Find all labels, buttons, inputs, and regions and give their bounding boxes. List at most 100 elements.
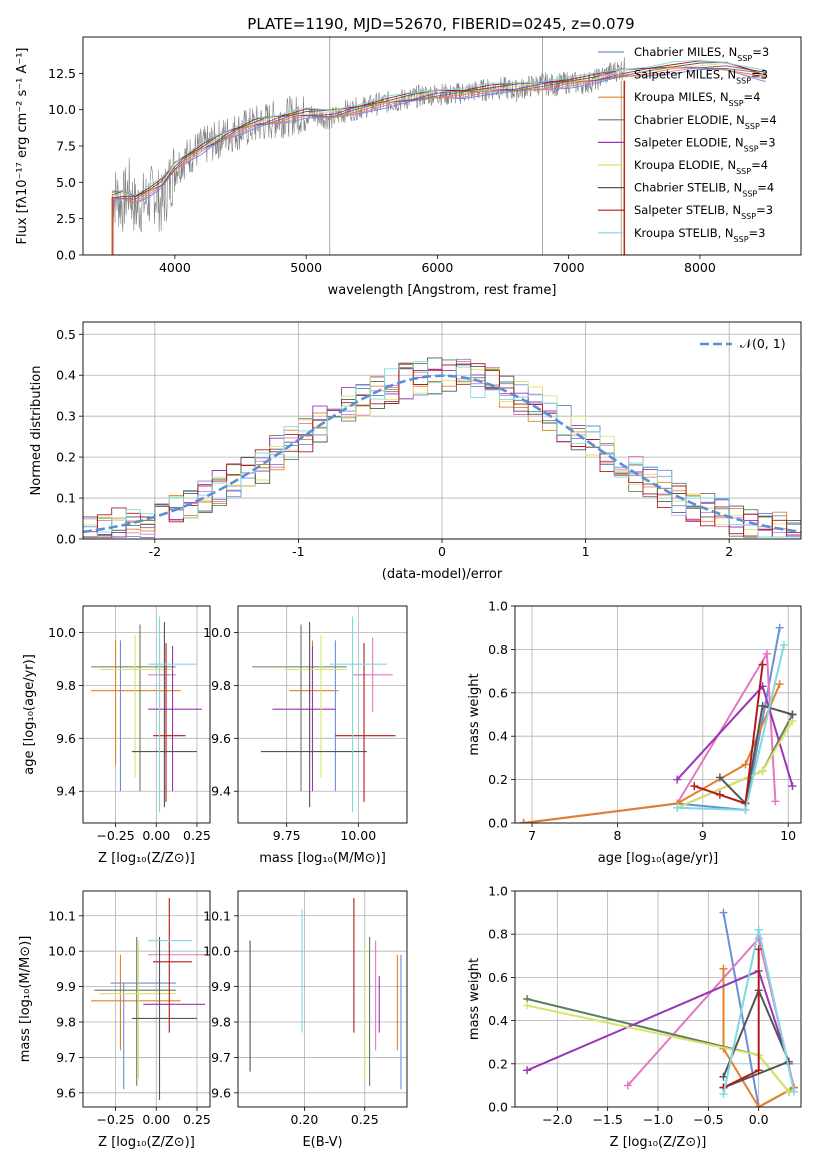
y-tick-label: 0.0 xyxy=(56,248,76,263)
y-tick-label: 9.6 xyxy=(211,1085,231,1100)
y-tick-label: 10.0 xyxy=(48,102,76,117)
legend-label-kroupa_stelib: Kroupa STELIB, NSSP=3 xyxy=(634,226,765,244)
axes-frame xyxy=(237,605,408,824)
legend: Chabrier MILES, NSSP=3 Salpeter MILES, NS… xyxy=(598,45,777,243)
legend-label-chabrier_miles: Chabrier MILES, NSSP=3 xyxy=(634,45,769,63)
model-spectrum-chabrier_elodie xyxy=(111,66,766,200)
y-tick-label: 10.1 xyxy=(48,908,76,923)
y-axis-label: age [log₁₀(age/yr)] xyxy=(22,654,37,775)
y-tick-label: 9.7 xyxy=(211,1050,231,1065)
y-tick-label: 0.0 xyxy=(488,1100,508,1115)
x-axis-label: Z [log₁₀(Z/Z⊙)] xyxy=(98,851,195,866)
y-axis-label: mass weight xyxy=(467,673,482,755)
x-axis-label: mass [log₁₀(M/M⊙)] xyxy=(259,851,386,866)
y-tick-label: 9.9 xyxy=(56,979,76,994)
y-tick-label: 7.5 xyxy=(56,139,76,154)
y-tick-label: 9.8 xyxy=(211,678,231,693)
y-tick-label: 1.0 xyxy=(488,884,508,899)
x-tick-label: 8 xyxy=(613,828,621,843)
plot-area xyxy=(252,616,396,813)
x-tick-label: 10.00 xyxy=(340,828,376,843)
y-tick-label: 9.6 xyxy=(211,731,231,746)
weight-marker-chabrier_stelib xyxy=(758,701,767,710)
y-tick-label: 9.8 xyxy=(56,678,76,693)
weight-marker-salpeter_stelib xyxy=(715,790,724,799)
y-tick-label: 2.5 xyxy=(56,211,76,226)
panel-mass_vs_EBV: 0.20 0.25 9.6 9.7 9.8 9.9 10.0 10.1 E(B-V) xyxy=(203,890,408,1150)
weight-line-salpeter_miles xyxy=(523,650,777,823)
x-tick-label: 0.00 xyxy=(142,828,170,843)
x-tick-label: 0.20 xyxy=(290,1112,318,1127)
data-spectrum-line xyxy=(111,57,628,233)
x-tick-label: 9 xyxy=(699,828,707,843)
y-tick-label: 0.3 xyxy=(56,409,76,424)
x-axis-label: E(B-V) xyxy=(302,1135,342,1150)
weight-marker-kroupa_miles xyxy=(775,680,784,689)
axes-frame xyxy=(514,605,802,824)
legend: 𝒩(0, 1) xyxy=(700,336,786,351)
weight-marker-kroupa_stelib xyxy=(673,803,682,812)
y-tick-label: 0.6 xyxy=(488,970,508,985)
weight-marker-chabrier_stelib xyxy=(715,773,724,782)
histogram-kroupa_stelib xyxy=(83,361,801,539)
y-tick-label: 9.6 xyxy=(56,1085,76,1100)
weight-marker-salpeter_elodie xyxy=(673,775,682,784)
x-tick-label: 2 xyxy=(725,544,733,559)
histogram-salpeter_stelib xyxy=(83,363,801,538)
weight-marker-kroupa_elodie xyxy=(758,766,767,775)
y-tick-label: 9.7 xyxy=(56,1050,76,1065)
weight-marker-salpeter_miles xyxy=(623,1081,632,1090)
x-tick-label: 5000 xyxy=(290,260,322,275)
y-tick-label: 0.4 xyxy=(56,368,76,383)
x-tick-label: 6000 xyxy=(421,260,453,275)
y-tick-label: 0.6 xyxy=(488,685,508,700)
x-tick-label: 4000 xyxy=(159,260,191,275)
weight-marker-kroupa_miles xyxy=(519,819,528,823)
x-tick-label: 7 xyxy=(528,828,536,843)
y-tick-label: 1.0 xyxy=(488,599,508,614)
x-tick-label: 8000 xyxy=(684,260,716,275)
figure-title: PLATE=1190, MJD=52670, FIBERID=0245, z=0… xyxy=(247,15,634,33)
weight-marker-salpeter_stelib xyxy=(754,1066,763,1075)
x-axis-label: Z [log₁₀(Z/Z⊙)] xyxy=(98,1135,195,1150)
y-tick-label: 9.6 xyxy=(56,731,76,746)
weight-marker-salpeter_stelib xyxy=(754,945,763,954)
y-tick-label: 9.8 xyxy=(56,1015,76,1030)
y-tick-label: 0.0 xyxy=(56,532,76,547)
x-tick-label: 1 xyxy=(582,544,590,559)
weight-marker-chabrier_miles xyxy=(775,623,784,632)
legend-label-salpeter_stelib: Salpeter STELIB, NSSP=3 xyxy=(634,203,773,221)
weight-marker-salpeter_elodie xyxy=(523,1066,532,1075)
y-tick-label: 0.2 xyxy=(488,772,508,787)
x-tick-label: 0.25 xyxy=(351,1112,379,1127)
weight-marker-kroupa_elodie xyxy=(523,1001,532,1010)
x-axis-label: age [log₁₀(age/yr)] xyxy=(598,851,719,866)
y-tick-label: 0.8 xyxy=(488,927,508,942)
plot-area xyxy=(111,37,766,255)
legend-label-normal: 𝒩(0, 1) xyxy=(740,336,786,351)
legend-label-kroupa_miles: Kroupa MILES, NSSP=4 xyxy=(634,90,760,108)
x-tick-label: −2.0 xyxy=(542,1112,572,1127)
model-spectrum-kroupa_elodie xyxy=(111,62,766,198)
y-axis-label: Flux [fλ10⁻¹⁷ erg cm⁻² s⁻¹ A⁻¹] xyxy=(15,48,30,245)
axes-frame xyxy=(237,890,408,1108)
y-tick-label: 5.0 xyxy=(56,175,76,190)
x-tick-label: 0.25 xyxy=(183,828,211,843)
model-spectrum-salpeter_miles xyxy=(111,67,766,205)
x-tick-label: 0.00 xyxy=(142,1112,170,1127)
x-tick-label: -2 xyxy=(149,544,161,559)
axes-frame xyxy=(82,890,211,1108)
panel-age_vs_mass: 9.75 10.00 9.4 9.6 9.8 10.0 mass [log₁₀(M/M⊙)] xyxy=(203,605,408,866)
x-axis-label: (data-model)/error xyxy=(382,567,503,582)
x-tick-label: 0 xyxy=(438,544,446,559)
axes-frame xyxy=(82,605,211,824)
plot-area xyxy=(523,908,798,1107)
weight-marker-kroupa_stelib xyxy=(741,805,750,814)
y-tick-label: 0.5 xyxy=(56,327,76,342)
plot-area xyxy=(249,898,402,1090)
model-spectrum-kroupa_stelib xyxy=(111,59,766,196)
y-tick-label: 9.8 xyxy=(211,1015,231,1030)
legend-label-kroupa_elodie: Kroupa ELODIE, NSSP=4 xyxy=(634,158,768,176)
y-axis-label: Normed distribution xyxy=(29,366,44,496)
weight-line-chabrier_stelib xyxy=(722,987,791,1089)
